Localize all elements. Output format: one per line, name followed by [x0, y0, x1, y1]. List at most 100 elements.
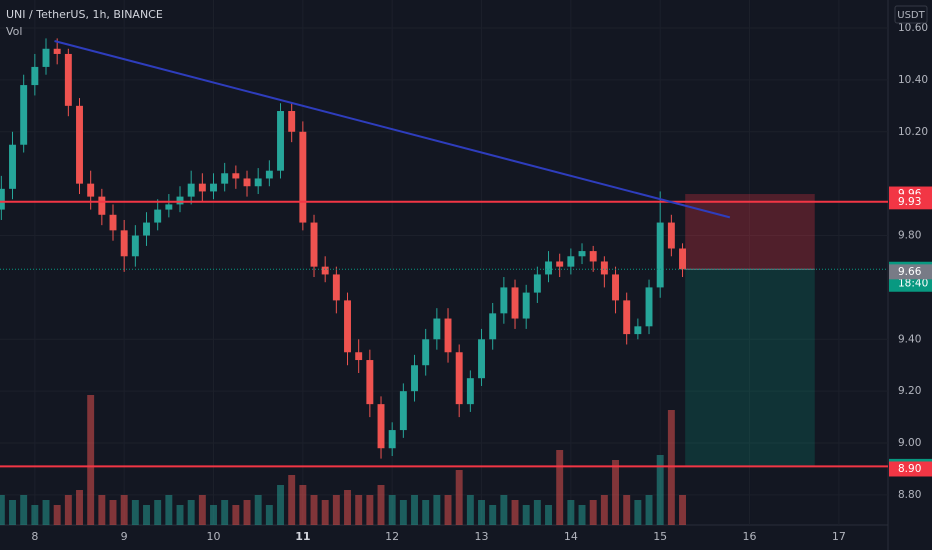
volume-label: Vol — [6, 25, 22, 38]
x-tick-label: 12 — [385, 530, 399, 543]
stop-zone — [685, 194, 815, 270]
volume-bar — [455, 470, 463, 525]
candle-body — [533, 274, 541, 293]
y-tick-label: 8.80 — [898, 489, 921, 501]
candle-body — [388, 430, 396, 449]
candle-body — [0, 188, 5, 210]
candle-body — [679, 248, 686, 270]
candle-body — [265, 170, 273, 179]
y-tick-label: 9.20 — [898, 385, 921, 397]
plot — [0, 38, 888, 468]
volume-bar — [634, 500, 642, 525]
volume-bar — [131, 500, 139, 525]
volume-bar — [76, 490, 83, 525]
candle-body — [120, 230, 128, 257]
volume-bar — [0, 495, 5, 525]
candle-body — [131, 235, 139, 257]
candle-body — [9, 144, 16, 189]
candle-body — [165, 204, 173, 210]
candle-body — [310, 222, 318, 267]
volume-bar — [355, 495, 363, 525]
volume-bar — [265, 505, 273, 525]
candle-body — [522, 292, 530, 319]
x-tick-label: 17 — [832, 530, 846, 543]
candle-body — [20, 85, 28, 145]
candle-body — [600, 261, 608, 275]
candle-body — [377, 404, 385, 449]
x-tick-label: 14 — [564, 530, 578, 543]
currency-box[interactable] — [894, 5, 928, 24]
candle-body — [623, 300, 631, 335]
candle-body — [154, 209, 162, 223]
volume-bar — [165, 495, 173, 525]
volume-bar — [9, 500, 16, 525]
volume-bar — [466, 495, 474, 525]
candle-body — [578, 251, 586, 257]
candle-body — [299, 131, 307, 223]
candle-body — [187, 183, 195, 197]
volume-bar — [232, 505, 240, 525]
volume-bar — [522, 505, 530, 525]
volume-bar — [377, 485, 385, 525]
x-tick-label: 8 — [31, 530, 38, 543]
volume-bar — [612, 460, 619, 525]
candle-body — [332, 274, 340, 301]
candle-body — [589, 251, 597, 262]
volume-bar — [422, 500, 430, 525]
volume-bar — [154, 500, 162, 525]
candle-body — [232, 173, 240, 179]
candle-body — [511, 287, 519, 319]
candle-body — [64, 53, 72, 106]
volume-bar — [143, 505, 150, 525]
volume-bar — [221, 500, 229, 525]
volume-bar — [187, 500, 195, 525]
x-tick-label: 16 — [743, 530, 757, 543]
candle-body — [500, 287, 508, 314]
volume-bar — [600, 495, 608, 525]
candle-body — [198, 183, 206, 192]
candle-body — [411, 365, 418, 392]
candle-body — [176, 196, 184, 205]
candle-body — [567, 256, 575, 267]
volume-bar — [243, 500, 251, 525]
candle-body — [321, 266, 329, 275]
volume-bar — [679, 495, 686, 525]
candle-body — [656, 222, 664, 288]
volume-bar — [198, 495, 206, 525]
candle-body — [634, 326, 642, 335]
volume-bar — [87, 395, 95, 525]
y-tick-label: 9.00 — [898, 437, 921, 449]
volume-bar — [589, 500, 597, 525]
y-tick-label: 9.80 — [898, 230, 921, 242]
candle-body — [355, 352, 363, 361]
price-badge-label: 9.66 — [898, 266, 922, 278]
candle-body — [455, 352, 463, 405]
volume-bar — [399, 500, 407, 525]
volume-bar — [277, 485, 284, 525]
volume-bar — [411, 495, 418, 525]
volume-bar — [20, 495, 28, 525]
price-badge-label: 9.93 — [898, 196, 921, 208]
price-badge-label: 8.90 — [898, 463, 921, 475]
candle-body — [87, 183, 95, 197]
y-tick-label: 10.40 — [898, 74, 928, 86]
candle-body — [42, 48, 50, 67]
candle-body — [243, 178, 251, 187]
volume-bar — [42, 500, 50, 525]
volume-bar — [500, 495, 508, 525]
candle-body — [433, 318, 441, 340]
x-tick-label: 9 — [121, 530, 128, 543]
currency[interactable]: USDT — [897, 10, 925, 21]
candle-body — [143, 222, 150, 236]
trendline — [54, 40, 731, 219]
volume-bar — [489, 505, 497, 525]
volume-bar — [366, 495, 374, 525]
volume-bar — [210, 505, 217, 525]
candle-body — [667, 222, 675, 249]
volume-bar — [667, 410, 675, 525]
volume-bar — [578, 505, 586, 525]
volume-bar — [511, 500, 519, 525]
